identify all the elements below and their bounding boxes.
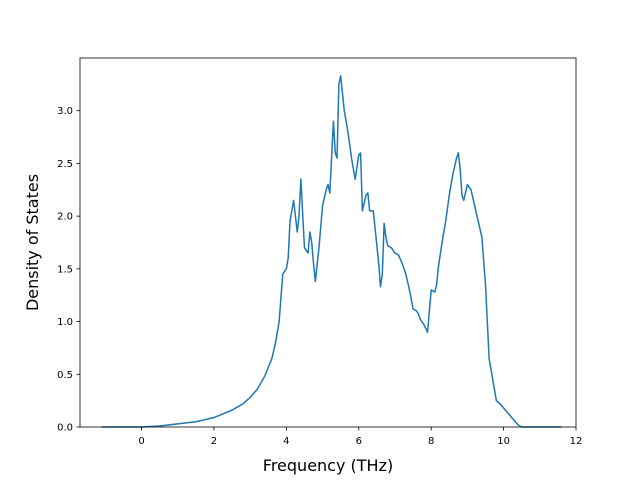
y-tick-label: 2.5 bbox=[57, 159, 73, 170]
x-tick-label: 0 bbox=[138, 436, 144, 447]
y-tick-label: 0.0 bbox=[57, 423, 73, 434]
y-tick-label: 1.5 bbox=[57, 264, 73, 275]
x-tick-label: 6 bbox=[356, 436, 362, 447]
x-tick-label: 4 bbox=[283, 436, 289, 447]
y-tick-label: 3.0 bbox=[57, 106, 73, 117]
y-tick-label: 1.0 bbox=[57, 317, 73, 328]
x-axis-label: Frequency (THz) bbox=[263, 456, 393, 475]
axes-frame bbox=[79, 57, 577, 428]
y-tick-label: 2.0 bbox=[57, 212, 73, 223]
plot-area bbox=[101, 75, 562, 428]
y-axis-ticks: 0.0 0.5 1.0 1.5 2.0 2.5 3.0 bbox=[57, 106, 80, 434]
y-axis-label: Density of States bbox=[23, 174, 42, 311]
dos-series-line bbox=[101, 75, 562, 428]
x-tick-label: 8 bbox=[428, 436, 434, 447]
y-tick-label: 0.5 bbox=[57, 370, 73, 381]
x-tick-label: 2 bbox=[211, 436, 217, 447]
x-tick-label: 10 bbox=[497, 436, 510, 447]
x-tick-label: 12 bbox=[570, 436, 583, 447]
x-axis-ticks: 0 2 4 6 8 10 12 bbox=[138, 427, 582, 447]
